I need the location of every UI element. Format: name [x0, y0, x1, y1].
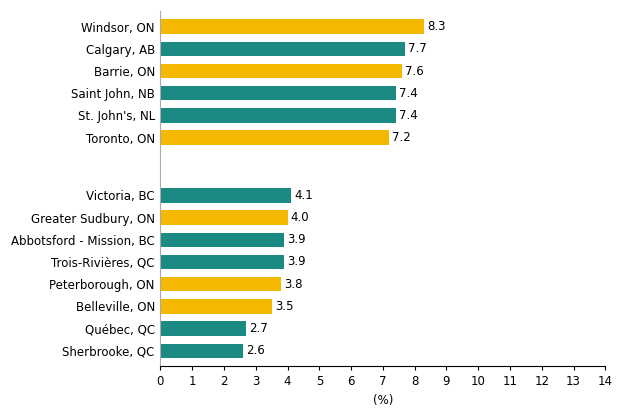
Text: 3.9: 3.9 — [288, 233, 306, 246]
Text: 3.5: 3.5 — [275, 300, 293, 313]
Text: 7.4: 7.4 — [399, 87, 417, 100]
Bar — [160, 130, 389, 145]
Bar — [160, 64, 402, 78]
Bar — [160, 19, 424, 34]
Bar — [160, 210, 288, 225]
Bar — [160, 299, 271, 314]
Bar — [160, 42, 405, 56]
Bar — [160, 321, 246, 336]
X-axis label: (%): (%) — [373, 394, 393, 407]
Bar — [160, 86, 396, 100]
Bar — [160, 344, 243, 358]
Bar — [160, 108, 396, 122]
Bar — [160, 255, 285, 269]
Text: 3.8: 3.8 — [285, 278, 303, 291]
Text: 7.4: 7.4 — [399, 109, 417, 122]
Text: 4.1: 4.1 — [294, 189, 313, 202]
Text: 7.2: 7.2 — [392, 131, 411, 144]
Bar — [160, 188, 291, 203]
Text: 2.6: 2.6 — [246, 344, 265, 357]
Bar — [160, 232, 285, 247]
Text: 3.9: 3.9 — [288, 255, 306, 268]
Text: 7.6: 7.6 — [405, 64, 424, 78]
Text: 2.7: 2.7 — [250, 322, 268, 335]
Bar — [160, 277, 281, 291]
Text: 7.7: 7.7 — [408, 42, 427, 55]
Text: 4.0: 4.0 — [291, 211, 310, 224]
Text: 8.3: 8.3 — [427, 20, 446, 33]
